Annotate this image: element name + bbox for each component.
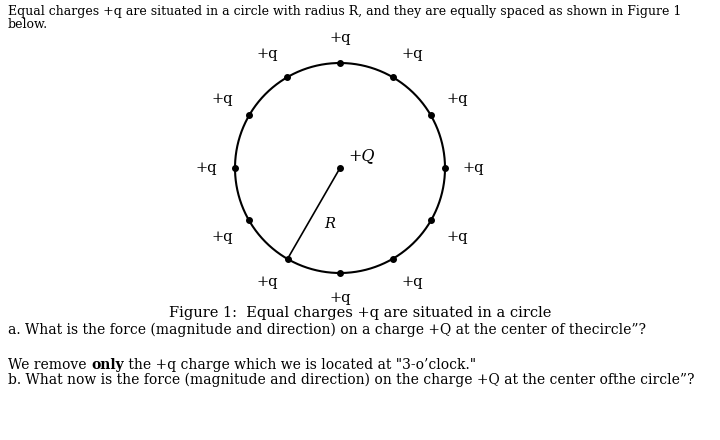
Text: +q: +q xyxy=(257,48,279,62)
Text: +Q: +Q xyxy=(348,147,374,164)
Text: the +q charge which we is located at "3-o’clock.": the +q charge which we is located at "3-… xyxy=(124,358,476,372)
Text: +q: +q xyxy=(196,161,217,175)
Text: +q: +q xyxy=(329,291,351,305)
Text: +q: +q xyxy=(402,48,423,62)
Text: +q: +q xyxy=(212,230,233,243)
Text: +q: +q xyxy=(463,161,485,175)
Text: +q: +q xyxy=(446,230,468,243)
Text: below.: below. xyxy=(8,18,48,31)
Text: We remove: We remove xyxy=(8,358,91,372)
Text: only: only xyxy=(91,358,124,372)
Text: R: R xyxy=(324,217,335,231)
Text: Figure 1:  Equal charges +q are situated in a circle: Figure 1: Equal charges +q are situated … xyxy=(168,306,552,320)
Text: b. What now is the force (magnitude and direction) on the charge +Q at the cente: b. What now is the force (magnitude and … xyxy=(8,373,695,387)
Text: +q: +q xyxy=(446,92,468,106)
Text: +q: +q xyxy=(329,31,351,45)
Text: +q: +q xyxy=(257,275,279,289)
Text: Equal charges +q are situated in a circle with radius R, and they are equally sp: Equal charges +q are situated in a circl… xyxy=(8,5,681,18)
Text: +q: +q xyxy=(212,92,233,106)
Text: a. What is the force (magnitude and direction) on a charge +Q at the center of t: a. What is the force (magnitude and dire… xyxy=(8,323,646,337)
Text: +q: +q xyxy=(402,275,423,289)
